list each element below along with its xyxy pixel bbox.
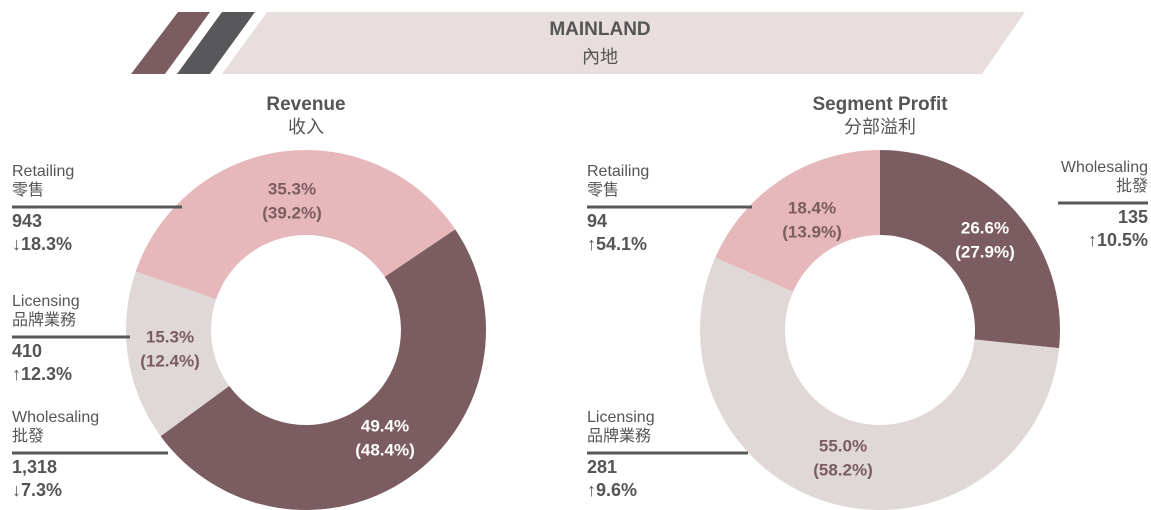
prior-label: (48.4%) — [355, 440, 415, 459]
change: ↑54.1% — [587, 234, 647, 254]
donut-segment — [715, 150, 880, 292]
category-label: Retailing — [12, 163, 74, 180]
value-label: 49.4% — [361, 416, 409, 435]
value-label: 18.4% — [788, 198, 836, 217]
prior-label: (39.2%) — [262, 203, 322, 222]
value-label: 55.0% — [819, 436, 867, 455]
amount: 943 — [12, 211, 42, 231]
chart-title: Segment Profit — [812, 94, 948, 115]
donut-segment — [126, 271, 230, 437]
amount: 410 — [12, 341, 42, 361]
header-title: MAINLAND — [549, 19, 650, 40]
change: ↑9.6% — [587, 480, 637, 500]
prior-label: (27.9%) — [955, 242, 1015, 261]
value-label: 15.3% — [146, 327, 194, 346]
prior-label: (12.4%) — [140, 351, 200, 370]
amount: 281 — [587, 457, 617, 477]
amount: 1,318 — [12, 457, 57, 477]
chart-subtitle: 分部溢利 — [844, 117, 916, 137]
donut-segment — [160, 229, 486, 510]
change: ↓7.3% — [12, 480, 62, 500]
category-label: Licensing — [587, 409, 655, 426]
chart-title: Revenue — [266, 94, 345, 115]
value-label: 26.6% — [961, 218, 1009, 237]
category-label: Retailing — [587, 163, 649, 180]
value-label: 35.3% — [268, 179, 316, 198]
category-label-zh: 批發 — [1116, 177, 1148, 195]
category-label: Wholesaling — [12, 409, 99, 426]
amount: 94 — [587, 211, 607, 231]
stripe — [177, 12, 255, 74]
banner — [222, 12, 1025, 74]
category-label-zh: 品牌業務 — [587, 427, 651, 445]
category-label: Licensing — [12, 293, 80, 310]
header-subtitle: 內地 — [582, 47, 618, 67]
prior-label: (58.2%) — [813, 460, 873, 479]
change: ↑10.5% — [1088, 230, 1148, 250]
category-label-zh: 零售 — [587, 181, 619, 199]
chart-subtitle: 收入 — [288, 117, 324, 137]
category-label-zh: 品牌業務 — [12, 311, 76, 329]
prior-label: (13.9%) — [782, 222, 842, 241]
category-label-zh: 批發 — [12, 427, 44, 445]
donut-segment — [880, 150, 1060, 349]
change: ↓18.3% — [12, 234, 72, 254]
category-label-zh: 零售 — [12, 181, 44, 199]
amount: 135 — [1118, 207, 1148, 227]
donut-segment — [135, 149, 456, 300]
category-label: Wholesaling — [1061, 159, 1148, 176]
donut-segment — [699, 257, 1060, 510]
change: ↑12.3% — [12, 364, 72, 384]
stripe — [131, 12, 210, 74]
